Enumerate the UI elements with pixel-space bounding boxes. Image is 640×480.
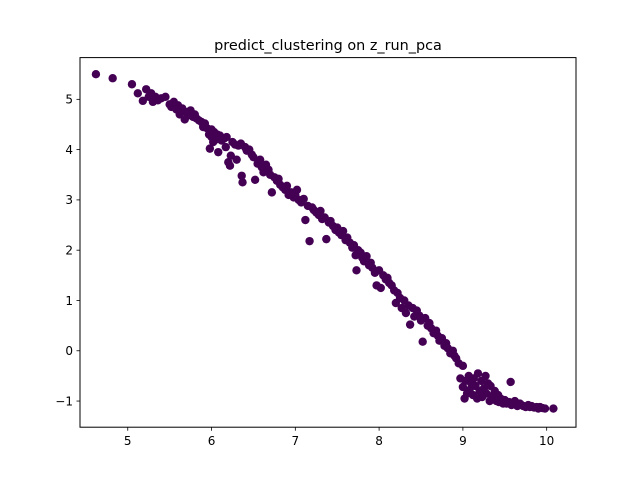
data-point xyxy=(540,404,550,413)
data-point xyxy=(127,80,137,89)
x-tick-label: 9 xyxy=(459,434,467,448)
data-point xyxy=(205,144,215,153)
data-point xyxy=(214,147,223,157)
data-point xyxy=(376,283,385,293)
data-point xyxy=(418,337,427,346)
y-tick-label: 3 xyxy=(65,193,73,207)
data-point xyxy=(232,155,241,164)
data-point xyxy=(267,188,277,197)
data-point xyxy=(316,206,325,216)
data-point xyxy=(299,194,308,204)
data-point xyxy=(401,308,411,318)
data-point xyxy=(292,185,302,195)
y-tick-label: −1 xyxy=(55,394,73,408)
data-point xyxy=(226,151,236,160)
x-tick-label: 8 xyxy=(375,434,383,448)
data-point xyxy=(133,89,143,98)
chart-title: predict_clustering on z_run_pca xyxy=(214,38,442,54)
data-point xyxy=(249,152,258,162)
plot-frame xyxy=(79,57,577,428)
data-point xyxy=(238,178,247,187)
y-tick-label: 0 xyxy=(65,344,73,358)
data-point xyxy=(362,252,371,261)
data-point xyxy=(250,175,260,184)
data-point xyxy=(405,320,415,329)
x-tick-label: 10 xyxy=(539,434,554,448)
data-point xyxy=(225,161,235,170)
data-point xyxy=(108,74,117,83)
data-point xyxy=(221,142,230,152)
y-tick-label: 5 xyxy=(65,93,73,107)
data-point xyxy=(222,132,231,142)
data-point xyxy=(282,181,292,191)
data-point xyxy=(237,171,246,180)
x-tick-label: 7 xyxy=(292,434,300,448)
y-tick-label: 2 xyxy=(65,243,73,257)
data-point xyxy=(338,226,348,236)
data-point xyxy=(91,69,101,79)
data-point xyxy=(322,234,331,244)
data-point xyxy=(481,371,490,381)
data-point xyxy=(458,361,468,371)
data-point xyxy=(549,404,558,413)
x-tick-label: 6 xyxy=(208,434,216,448)
x-tick-label: 5 xyxy=(124,434,132,448)
data-point xyxy=(301,215,310,225)
data-point xyxy=(506,377,515,387)
data-point xyxy=(305,236,314,246)
data-point xyxy=(352,266,361,275)
y-tick-label: 1 xyxy=(65,294,73,308)
y-tick-label: 4 xyxy=(65,143,73,157)
data-point xyxy=(255,155,265,164)
data-point xyxy=(473,369,483,378)
points-layer xyxy=(91,69,558,413)
ticks-layer: 5 6 7 8 9 10 −1 0 1 2 3 4 5 xyxy=(55,93,554,449)
data-point xyxy=(138,96,148,106)
data-point xyxy=(161,92,170,102)
